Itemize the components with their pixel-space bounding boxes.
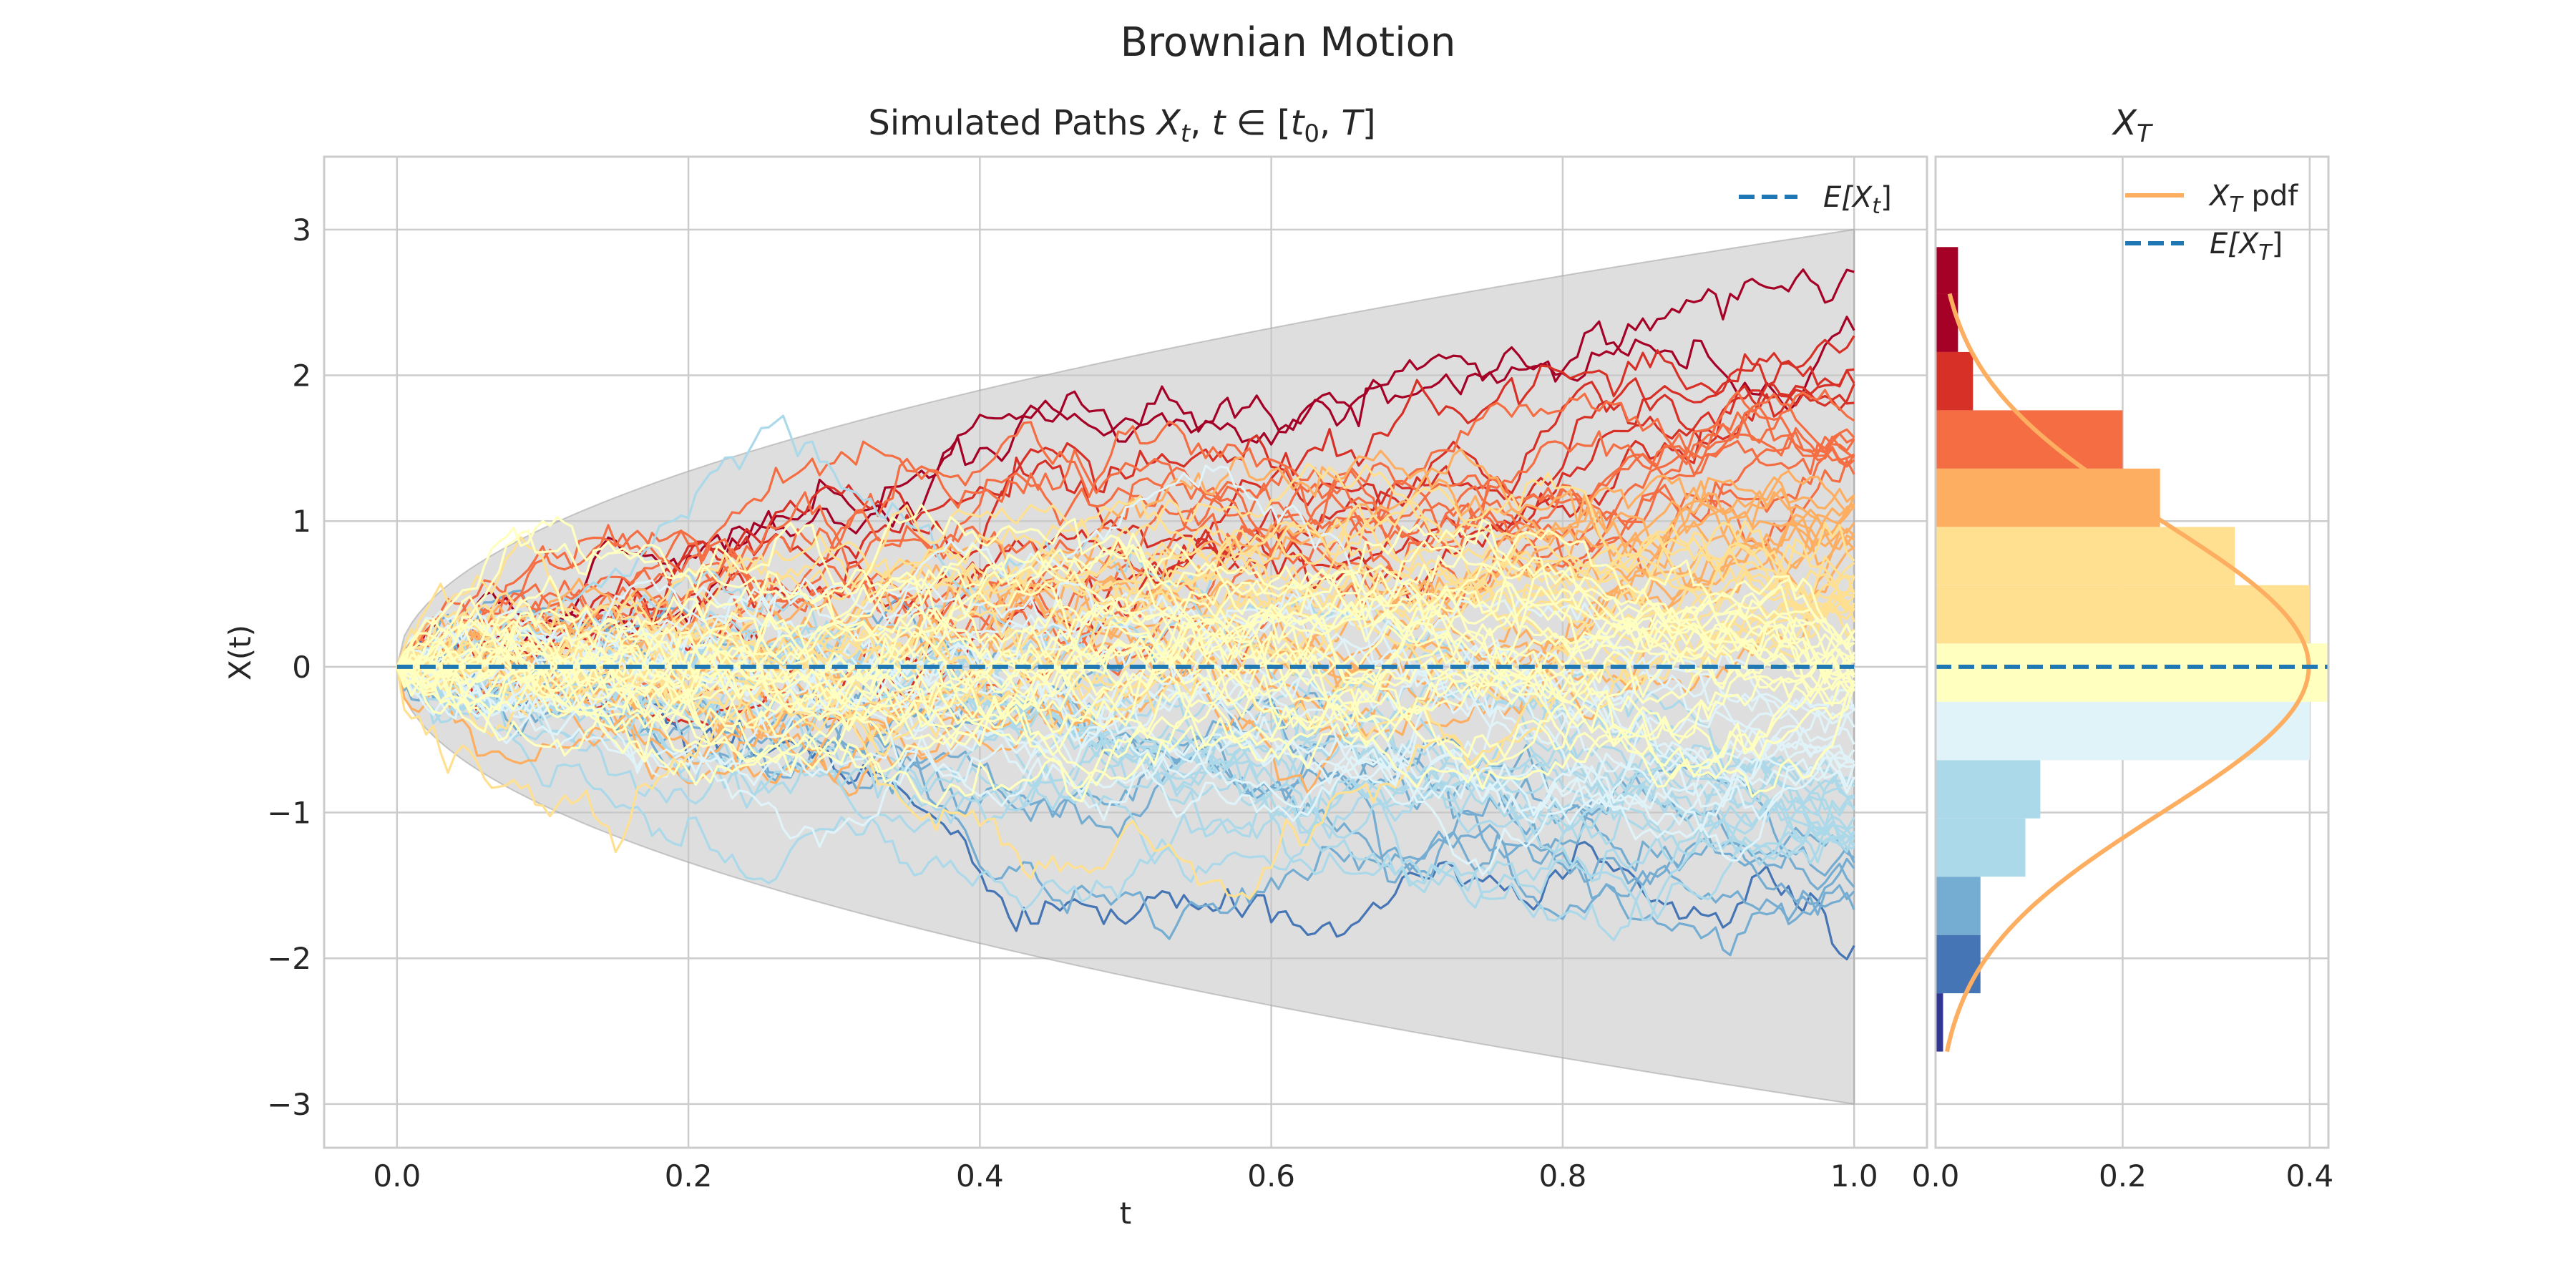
path-line [396,610,1855,848]
path-line [396,268,1855,668]
path-line [396,644,1855,853]
paths-legend: E[Xt] [1739,181,1892,219]
paths-x-axis-label: t [1120,1196,1131,1231]
path-line [396,597,1855,773]
path-line [396,411,1855,668]
histogram-panel: XT 0.0 0.2 0.4 XT pdf E[XT] [1912,103,2334,1194]
paths-legend-label: E[Xt] [1823,181,1892,219]
paths-title: Simulated Paths Xt, t ∈ [t0, T] [868,103,1375,148]
paths-y-axis-label: X(t) [223,625,258,680]
path-line [396,620,1855,757]
paths-x-tick-labels: 0.0 0.2 0.4 0.6 0.8 1.0 [373,1158,1878,1194]
path-line [396,628,1855,803]
paths-y-tick-labels: 3 2 1 0 −1 −2 −3 [267,213,311,1122]
hist-legend: XT pdf E[XT] [2125,180,2298,265]
histogram-bar [1936,877,1981,935]
figure-title: Brownian Motion [1121,19,1456,66]
histogram-bar [1936,818,2026,877]
paths-x-tick-label: 1.0 [1830,1158,1878,1194]
paths-x-tick-label: 0.2 [665,1158,713,1194]
pdf-curve [1945,293,2311,1053]
path-line [396,519,1855,690]
paths-frame [323,155,1928,1149]
histogram-bar [1936,527,2235,585]
histogram-bar [1936,935,1981,994]
hist-x-tick-label: 0.4 [2285,1158,2333,1194]
hist-x-tick-label: 0.0 [1912,1158,1960,1194]
path-line [396,648,1855,877]
histogram-bar [1936,351,1974,411]
histogram-bar [1936,993,1943,1052]
histogram-bar [1936,701,2310,761]
path-line [396,579,1855,733]
paths-x-tick-label: 0.6 [1247,1158,1295,1194]
histogram-bar [1936,760,2041,819]
paths-y-tick-label: −2 [267,941,311,976]
hist-x-tick-label: 0.2 [2099,1158,2147,1194]
paths-y-tick-label: −3 [267,1087,311,1122]
paths-y-tick-label: 2 [292,358,311,394]
path-line [396,537,1855,717]
paths-panel: Simulated Paths Xt, t ∈ [t0, T] 0.0 0.2 0.… [223,103,1928,1231]
paths-x-tick-label: 0.8 [1539,1158,1587,1194]
histogram-bar [1936,585,2310,644]
path-line [396,566,1855,774]
path-line [396,516,1855,685]
path-line [396,577,1855,740]
path-line [396,430,1855,668]
hist-legend-pdf-label: XT pdf [2208,180,2298,218]
histogram-bar [1936,643,2328,702]
path-line [396,623,1855,756]
histogram-bar [1936,247,1958,294]
simulated-paths [396,268,1855,961]
path-line [396,560,1855,721]
path-line [396,662,1855,922]
paths-x-tick-label: 0.0 [373,1158,421,1194]
histogram-bar [1936,293,1958,352]
path-line [396,585,1855,781]
path-line [396,504,1855,686]
hist-frame [1934,155,2330,1149]
path-line [396,650,1855,895]
path-line [396,464,1855,814]
path-line [396,392,1855,668]
path-line [396,596,1855,770]
hist-x-tick-labels: 0.0 0.2 0.4 [1912,1158,2334,1194]
path-line [396,622,1855,824]
hist-legend-mean-label: E[XT] [2210,228,2283,265]
paths-y-tick-label: −1 [267,796,311,831]
paths-y-tick-label: 1 [292,504,311,539]
paths-y-tick-label: 3 [292,213,311,248]
histogram-bars [1936,247,2328,1052]
path-line [396,554,1855,786]
path-line [396,559,1855,722]
path-line [396,623,1855,839]
paths-x-tick-label: 0.4 [956,1158,1004,1194]
path-line [396,666,1855,884]
paths-y-tick-label: 0 [292,650,311,685]
histogram-bar [1936,410,2123,469]
path-line [396,472,1855,854]
hist-title: XT [2111,103,2153,148]
